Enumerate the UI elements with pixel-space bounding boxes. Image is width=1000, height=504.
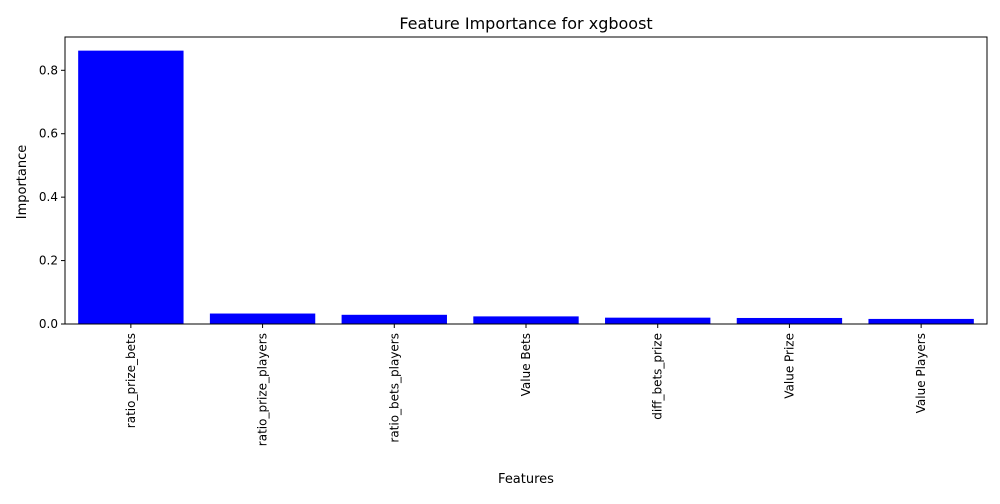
bar-ratio-bets-players (341, 314, 447, 324)
x-tick-label: ratio_prize_players (256, 333, 270, 446)
bar-value-prize (736, 317, 843, 324)
bar-value-bets (473, 316, 579, 324)
bar-ratio-prize-players (209, 313, 316, 324)
plot-frame (64, 36, 988, 325)
y-tick-label: 0.8 (39, 63, 58, 77)
x-tick-label: Value Bets (519, 333, 533, 396)
y-tick-label: 0.2 (39, 254, 58, 268)
bar-value-players (868, 318, 974, 324)
y-axis-label: Importance (15, 145, 30, 220)
x-tick-label: diff_bets_prize (651, 333, 665, 420)
x-ticks-layer: ratio_prize_bets ratio_prize_players ratio… (124, 324, 928, 446)
bar-ratio-prize-bets (78, 50, 184, 324)
x-tick-label: ratio_bets_players (387, 333, 401, 443)
y-tick-label: 0.4 (39, 190, 58, 204)
x-tick-label: Value Players (914, 333, 928, 413)
y-ticks-layer: 0.0 0.2 0.4 0.6 0.8 (39, 63, 65, 331)
chart-title: Feature Importance for xgboost (399, 14, 652, 33)
y-tick-label: 0.0 (39, 317, 58, 331)
bar-diff-bets-prize (605, 317, 711, 324)
x-tick-label: ratio_prize_bets (124, 333, 138, 428)
axes-layer (64, 36, 988, 325)
bars-layer (78, 50, 974, 324)
y-tick-label: 0.6 (39, 127, 58, 141)
x-axis-label: Features (498, 472, 554, 487)
x-tick-label: Value Prize (782, 333, 796, 399)
